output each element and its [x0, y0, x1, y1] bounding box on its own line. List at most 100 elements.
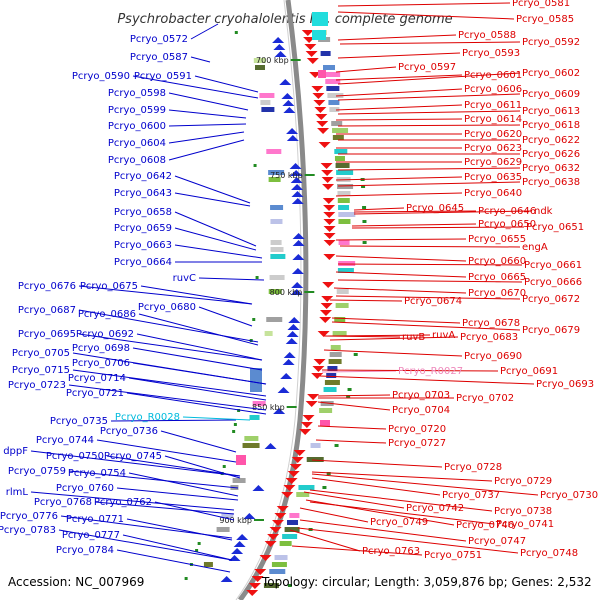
gene-label-pcryo-0585[interactable]: Pcryo_0585	[516, 14, 574, 25]
gene-label-pcryo-0598[interactable]: Pcryo_0598	[108, 88, 166, 99]
gene-label-pcryo-0651[interactable]: Pcryo_0651	[526, 222, 584, 233]
gene-label-pcryo-0727[interactable]: Pcryo_0727	[388, 438, 446, 449]
gene-label-pcryo-0581[interactable]: Pcryo_0581	[512, 0, 570, 9]
gene-label-pcryo-0590[interactable]: Pcryo_0590	[72, 71, 130, 82]
gene-label-pcryo-0784[interactable]: Pcryo_0784	[56, 545, 114, 556]
gene-label-pcryo-0692[interactable]: Pcryo_0692	[76, 329, 134, 340]
gene-label-pcryo-0762[interactable]: Pcryo_0762	[94, 497, 152, 508]
gene-label-pcryo-0588[interactable]: Pcryo_0588	[458, 30, 516, 41]
gene-label-pcryo-0729[interactable]: Pcryo_0729	[494, 476, 552, 487]
gene-label-pcryo-0747[interactable]: Pcryo_0747	[468, 536, 526, 547]
gene-label-pcryo-r0027[interactable]: Pcryo_R0027	[398, 366, 463, 377]
gene-label-pcryo-0600[interactable]: Pcryo_0600	[108, 121, 166, 132]
gene-label-pcryo-0678[interactable]: Pcryo_0678	[462, 318, 520, 329]
gene-label-pcryo-0715[interactable]: Pcryo_0715	[12, 365, 70, 376]
gene-label-pcryo-0643[interactable]: Pcryo_0643	[114, 188, 172, 199]
gene-label-pcryo-0738[interactable]: Pcryo_0738	[494, 506, 552, 517]
gene-label-pcryo-0745[interactable]: Pcryo_0745	[104, 451, 162, 462]
gene-label-pcryo-0587[interactable]: Pcryo_0587	[130, 52, 188, 63]
gene-label-pcryo-0728[interactable]: Pcryo_0728	[444, 462, 502, 473]
gene-label-ruva[interactable]: ruvA	[432, 330, 455, 341]
gene-label-pcryo-0572[interactable]: Pcryo_0572	[130, 34, 188, 45]
gene-label-pcryo-0744[interactable]: Pcryo_0744	[36, 435, 94, 446]
gene-label-pcryo-0754[interactable]: Pcryo_0754	[68, 468, 126, 479]
gene-label-pcryo-0768[interactable]: Pcryo_0768	[34, 497, 92, 508]
gene-label-pcryo-0695[interactable]: Pcryo_0695	[18, 329, 76, 340]
gene-label-pcryo-0759[interactable]: Pcryo_0759	[8, 466, 66, 477]
gene-label-pcryo-0599[interactable]: Pcryo_0599	[108, 105, 166, 116]
gene-label-pcryo-0730[interactable]: Pcryo_0730	[540, 490, 598, 501]
gene-label-pcryo-0609[interactable]: Pcryo_0609	[522, 89, 580, 100]
gene-label-pcryo-0601[interactable]: Pcryo_0601	[464, 70, 522, 81]
gene-label-pcryo-0618[interactable]: Pcryo_0618	[522, 120, 580, 131]
gene-label-pcryo-0645[interactable]: Pcryo_0645	[406, 203, 464, 214]
gene-label-pcryo-0613[interactable]: Pcryo_0613	[522, 106, 580, 117]
gene-label-ruvb[interactable]: ruvB	[402, 332, 425, 343]
gene-label-pcryo-0622[interactable]: Pcryo_0622	[522, 135, 580, 146]
gene-label-pcryo-0783[interactable]: Pcryo_0783	[0, 525, 56, 536]
gene-label-pcryo-0666[interactable]: Pcryo_0666	[524, 277, 582, 288]
gene-label-pcryo-0591[interactable]: Pcryo_0591	[134, 71, 192, 82]
gene-label-pcryo-0661[interactable]: Pcryo_0661	[524, 260, 582, 271]
gene-label-pcryo-0721[interactable]: Pcryo_0721	[66, 388, 124, 399]
gene-label-pcryo-0741[interactable]: Pcryo_0741	[496, 519, 554, 530]
gene-label-pcryo-0763[interactable]: Pcryo_0763	[362, 546, 420, 557]
gene-label-ndk[interactable]: ndk	[534, 206, 553, 217]
gene-label-pcryo-0750[interactable]: Pcryo_0750	[46, 451, 104, 462]
gene-label-pcryo-0623[interactable]: Pcryo_0623	[464, 143, 522, 154]
gene-label-pcryo-r0028[interactable]: Pcryo_R0028	[115, 412, 180, 423]
gene-label-pcryo-0686[interactable]: Pcryo_0686	[78, 309, 136, 320]
gene-label-pcryo-0735[interactable]: Pcryo_0735	[50, 416, 108, 427]
gene-label-dppf[interactable]: dppF	[3, 446, 28, 457]
gene-label-pcryo-0597[interactable]: Pcryo_0597	[398, 62, 456, 73]
gene-label-pcryo-0604[interactable]: Pcryo_0604	[108, 138, 166, 149]
gene-label-pcryo-0611[interactable]: Pcryo_0611	[464, 100, 522, 111]
gene-label-enga[interactable]: engA	[522, 242, 548, 253]
gene-label-pcryo-0683[interactable]: Pcryo_0683	[460, 332, 518, 343]
gene-label-pcryo-0606[interactable]: Pcryo_0606	[464, 84, 522, 95]
gene-label-pcryo-0771[interactable]: Pcryo_0771	[66, 514, 124, 525]
gene-label-pcryo-0638[interactable]: Pcryo_0638	[522, 177, 580, 188]
gene-label-pcryo-0749[interactable]: Pcryo_0749	[370, 517, 428, 528]
gene-label-pcryo-0737[interactable]: Pcryo_0737	[442, 490, 500, 501]
gene-label-pcryo-0602[interactable]: Pcryo_0602	[522, 68, 580, 79]
gene-label-pcryo-0748[interactable]: Pcryo_0748	[520, 548, 578, 559]
gene-label-pcryo-0693[interactable]: Pcryo_0693	[536, 379, 594, 390]
gene-label-pcryo-0660[interactable]: Pcryo_0660	[468, 256, 526, 267]
gene-label-pcryo-0670[interactable]: Pcryo_0670	[468, 288, 526, 299]
gene-label-pcryo-0687[interactable]: Pcryo_0687	[18, 305, 76, 316]
gene-label-pcryo-0746[interactable]: Pcryo_0746	[456, 520, 514, 531]
gene-label-pcryo-0640[interactable]: Pcryo_0640	[464, 188, 522, 199]
gene-label-pcryo-0658[interactable]: Pcryo_0658	[114, 207, 172, 218]
gene-label-pcryo-0742[interactable]: Pcryo_0742	[406, 503, 464, 514]
gene-label-pcryo-0674[interactable]: Pcryo_0674	[404, 296, 462, 307]
gene-label-pcryo-0690[interactable]: Pcryo_0690	[464, 351, 522, 362]
gene-label-pcryo-0680[interactable]: Pcryo_0680	[138, 302, 196, 313]
gene-label-pcryo-0777[interactable]: Pcryo_0777	[62, 530, 120, 541]
gene-label-pcryo-0664[interactable]: Pcryo_0664	[114, 257, 172, 268]
gene-label-pcryo-0592[interactable]: Pcryo_0592	[522, 37, 580, 48]
gene-label-pcryo-0704[interactable]: Pcryo_0704	[392, 405, 450, 416]
gene-label-pcryo-0703[interactable]: Pcryo_0703	[392, 390, 450, 401]
gene-label-pcryo-0691[interactable]: Pcryo_0691	[500, 366, 558, 377]
gene-label-pcryo-0635[interactable]: Pcryo_0635	[464, 172, 522, 183]
gene-label-ruvc[interactable]: ruvC	[173, 273, 196, 284]
gene-label-pcryo-0723[interactable]: Pcryo_0723	[8, 380, 66, 391]
gene-label-pcryo-0672[interactable]: Pcryo_0672	[522, 294, 580, 305]
gene-label-pcryo-0675[interactable]: Pcryo_0675	[80, 281, 138, 292]
gene-label-pcryo-0665[interactable]: Pcryo_0665	[468, 272, 526, 283]
gene-label-pcryo-0714[interactable]: Pcryo_0714	[68, 373, 126, 384]
gene-label-pcryo-0629[interactable]: Pcryo_0629	[464, 157, 522, 168]
gene-label-pcryo-0736[interactable]: Pcryo_0736	[100, 426, 158, 437]
gene-label-pcryo-0705[interactable]: Pcryo_0705	[12, 348, 70, 359]
gene-label-pcryo-0663[interactable]: Pcryo_0663	[114, 240, 172, 251]
gene-label-pcryo-0706[interactable]: Pcryo_0706	[72, 358, 130, 369]
gene-label-pcryo-0626[interactable]: Pcryo_0626	[522, 149, 580, 160]
gene-label-pcryo-0702[interactable]: Pcryo_0702	[456, 393, 514, 404]
gene-label-pcryo-0620[interactable]: Pcryo_0620	[464, 129, 522, 140]
gene-label-pcryo-0760[interactable]: Pcryo_0760	[56, 483, 114, 494]
gene-label-pcryo-0751[interactable]: Pcryo_0751	[424, 550, 482, 561]
gene-label-pcryo-0720[interactable]: Pcryo_0720	[388, 424, 446, 435]
gene-label-pcryo-0698[interactable]: Pcryo_0698	[72, 343, 130, 354]
gene-label-pcryo-0608[interactable]: Pcryo_0608	[108, 155, 166, 166]
